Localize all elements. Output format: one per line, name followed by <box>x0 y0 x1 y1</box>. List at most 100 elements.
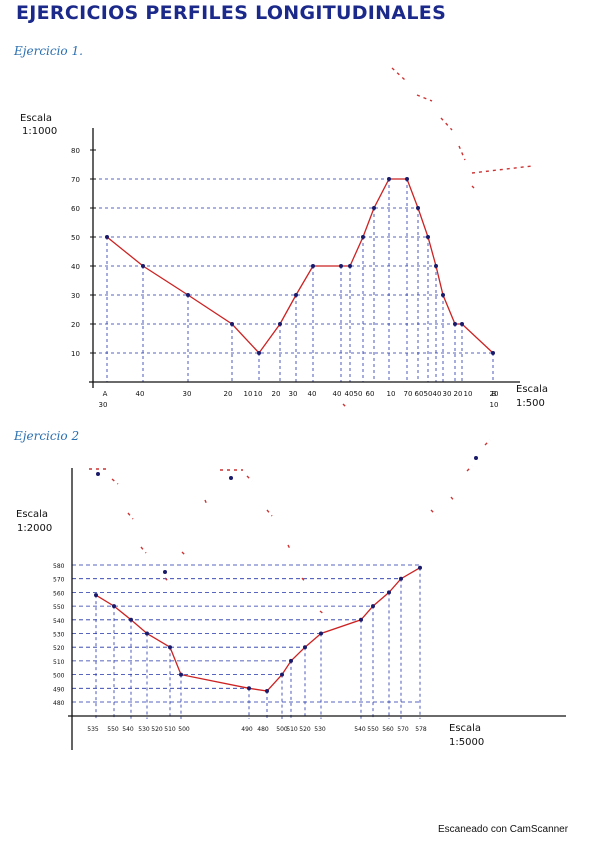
ex1-x-label: 20 <box>490 390 499 398</box>
ex2-x-label: 570 <box>397 726 409 733</box>
ex2-y-tick-label: 550 <box>53 604 65 611</box>
contour-map-marks <box>89 67 533 616</box>
contour-mark-dot <box>163 570 167 574</box>
ex1-y-tick-label: 60 <box>71 205 80 213</box>
contour-mark-dot <box>96 472 100 476</box>
ex2-x-label: 510 <box>286 726 298 733</box>
ex1-y-tick-label: 20 <box>71 321 80 329</box>
ex1-profile-point <box>361 235 365 239</box>
exercise-2-title: Ejercicio 2 <box>14 429 80 443</box>
contour-mark <box>140 546 147 554</box>
ex2-y-tick-label: 510 <box>53 659 65 666</box>
ex1-profile-point <box>230 322 234 326</box>
contour-mark <box>471 165 533 174</box>
ex1-profile-point <box>311 264 315 268</box>
ex2-x-label: 578 <box>415 726 427 733</box>
contour-mark <box>484 439 491 446</box>
ex2-profile-line <box>95 567 421 692</box>
contour-mark <box>430 509 437 516</box>
ex1-y-tick-label: 40 <box>71 263 80 271</box>
ex2-profile-point <box>168 645 172 650</box>
exercise-1-profile: Escala 1:1000 Escala 1:500 1020304050607… <box>20 113 548 409</box>
ex1-x-labels: A 40 30 20 10 10 20 30 40 40 40 50 60 10 70 60 50 40 30 20 1… <box>99 390 499 409</box>
ex2-profile-point <box>247 686 251 691</box>
ex1-x-label: 60 <box>415 390 424 398</box>
ex2-y-tick-label: 530 <box>53 632 65 639</box>
ex2-profile-point <box>289 658 293 663</box>
contour-mark <box>391 67 406 81</box>
ex1-x-label: 40 <box>136 390 145 398</box>
ex1-profile-point <box>416 206 420 210</box>
ex1-x-label: 40 <box>308 390 317 398</box>
ex2-vscale-value: 1:2000 <box>17 523 52 534</box>
ex1-x-label: 50 <box>424 390 433 398</box>
ex1-x-label-sub: 30 <box>99 401 108 409</box>
ex2-profile-point <box>280 672 284 677</box>
ex1-profile-point <box>186 293 190 297</box>
ex1-x-label: 10 <box>244 390 253 398</box>
contour-mark <box>319 610 326 616</box>
ex1-x-label: 50 <box>354 390 363 398</box>
contour-mark <box>287 544 292 552</box>
ex1-hscale-value: 1:500 <box>516 398 545 409</box>
ex2-profile-point <box>112 604 116 609</box>
ex1-y-tick-label: 30 <box>71 292 80 300</box>
ex2-x-label: 530 <box>138 726 150 733</box>
contour-mark <box>111 478 119 485</box>
ex1-x-label: 20 <box>272 390 281 398</box>
ex1-guide-lines <box>93 178 494 382</box>
ex1-hscale-label: Escala <box>516 384 548 395</box>
ex2-profile-points <box>94 565 422 694</box>
contour-mark <box>164 577 171 584</box>
ex2-hscale-value: 1:5000 <box>449 737 484 748</box>
ex2-hscale-label: Escala <box>449 723 481 734</box>
contour-mark <box>342 403 348 409</box>
contour-mark <box>416 94 433 102</box>
ex1-profile-point <box>294 293 298 297</box>
ex2-x-label: 560 <box>382 726 394 733</box>
exercise-2-profile: Escala 1:2000 Escala 1:5000 580570560550… <box>16 468 566 750</box>
ex2-x-label: 550 <box>367 726 379 733</box>
scanner-footer: Escaneado con CamScanner <box>438 824 569 835</box>
ex2-x-label: 500 <box>276 726 288 733</box>
ex1-x-label: 10 <box>387 390 396 398</box>
page-title: EJERCICIOS PERFILES LONGITUDINALES <box>16 2 447 24</box>
ex1-y-tick-label: 50 <box>71 234 80 242</box>
contour-mark <box>471 185 475 189</box>
contour-mark-dot <box>229 476 233 480</box>
ex1-profile-point <box>453 322 457 326</box>
ex1-profile-points <box>105 177 495 355</box>
ex2-profile-point <box>359 617 363 622</box>
ex2-y-tick-label: 500 <box>53 673 65 680</box>
ex2-y-tick-label: 540 <box>53 618 65 625</box>
ex1-profile-point <box>372 206 376 210</box>
ex2-vscale-label: Escala <box>16 509 48 520</box>
ex2-profile-point <box>145 631 149 636</box>
ex2-x-label: 500 <box>178 726 190 733</box>
ex1-profile-point <box>105 235 109 239</box>
ex2-profile-point <box>303 645 307 650</box>
ex1-x-label: 40 <box>345 390 354 398</box>
ex2-profile-point <box>129 617 133 622</box>
ex2-profile-point <box>319 631 323 636</box>
exercise-1-title: Ejercicio 1. <box>14 44 83 58</box>
ex2-y-tick-label: 490 <box>53 686 65 693</box>
contour-mark <box>450 496 456 503</box>
ex2-profile-point <box>418 565 422 570</box>
ex1-profile-point <box>257 351 261 355</box>
ex1-x-label-sub: 10 <box>490 401 499 409</box>
ex1-x-label: 30 <box>443 390 452 398</box>
ex2-y-tick-label: 560 <box>53 590 65 597</box>
ex2-profile-point <box>179 672 183 677</box>
ex1-x-label: 70 <box>404 390 413 398</box>
ex2-y-tick-label: 480 <box>53 700 65 707</box>
ex2-profile-point <box>387 590 391 595</box>
ex2-profile-point <box>371 604 375 609</box>
ex2-y-tick-label: 570 <box>53 577 65 584</box>
contour-mark-dot <box>474 456 478 460</box>
ex1-profile-point <box>441 293 445 297</box>
contour-mark <box>246 475 253 482</box>
ex2-profile-point <box>265 689 269 694</box>
